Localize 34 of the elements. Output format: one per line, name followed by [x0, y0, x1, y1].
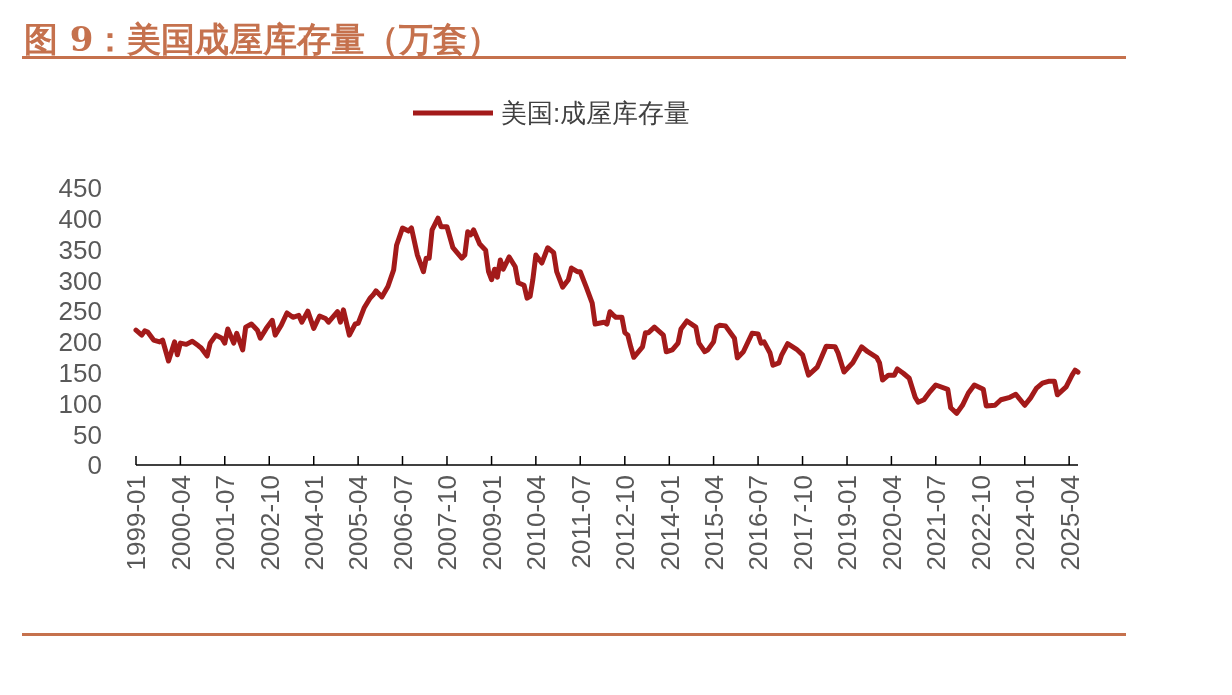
y-tick-label: 0 — [87, 450, 102, 481]
x-tick-label: 2002-10 — [254, 475, 285, 571]
x-tick-label: 2019-01 — [832, 475, 863, 571]
x-tick-label: 2000-04 — [165, 475, 196, 571]
x-tick-label: 2021-07 — [921, 475, 952, 571]
y-tick-label: 350 — [58, 234, 102, 265]
x-tick-label: 2011-07 — [565, 475, 596, 569]
x-tick-label: 2006-07 — [387, 475, 418, 571]
y-tick-label: 150 — [58, 358, 102, 389]
x-tick-label: 2025-04 — [1054, 475, 1085, 571]
x-tick-label: 2022-10 — [965, 475, 996, 571]
x-tick-label: 2016-07 — [743, 475, 774, 571]
x-tick-label: 2015-04 — [698, 475, 729, 571]
chart-title: 图 9：美国成屋库存量（万套） — [24, 19, 502, 59]
x-tick-label: 2014-01 — [654, 475, 685, 571]
x-tick-label: 2007-10 — [432, 475, 463, 571]
x-tick-label: 2009-01 — [476, 475, 507, 571]
x-tick-label: 2020-04 — [876, 475, 907, 571]
x-tick-label: 1999-01 — [121, 475, 152, 571]
x-tick-label: 2017-10 — [787, 475, 818, 571]
x-tick-label: 2024-01 — [1010, 475, 1041, 571]
y-tick-label: 300 — [58, 265, 102, 296]
x-tick-label: 2005-04 — [343, 475, 374, 571]
y-tick-label: 250 — [58, 296, 102, 327]
legend-label: 美国:成屋库存量 — [501, 98, 691, 129]
y-tick-label: 450 — [58, 173, 102, 204]
y-tick-label: 50 — [73, 419, 102, 450]
y-tick-label: 200 — [58, 327, 102, 358]
x-tick-label: 2012-10 — [610, 475, 641, 571]
x-tick-label: 2010-04 — [521, 475, 552, 571]
y-tick-label: 400 — [58, 204, 102, 235]
x-tick-label: 2004-01 — [299, 475, 330, 571]
x-tick-label: 2001-07 — [210, 475, 241, 571]
y-tick-label: 100 — [58, 388, 102, 419]
